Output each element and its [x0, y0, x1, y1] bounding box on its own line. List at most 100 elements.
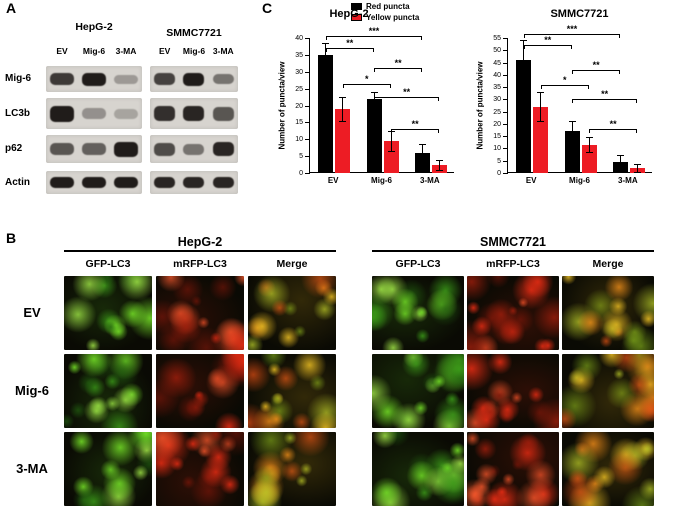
panel-a: A HepG-2 SMMC7721 EV Mig-6 3-MA EV Mig-6 3-MA…	[0, 0, 255, 228]
y-tick	[503, 87, 508, 89]
legend-label-red-puncta: Red puncta	[366, 2, 410, 11]
significance-label: *	[365, 73, 369, 84]
legend-item-red-puncta: Red puncta	[351, 2, 419, 11]
significance-bracket: ***	[325, 26, 423, 41]
y-tick	[503, 136, 508, 138]
blot-band	[114, 74, 138, 84]
y-tick	[503, 173, 508, 174]
column-header-hepg-2-gfp-lc3: GFP-LC3	[85, 258, 131, 270]
column-header-smmc7721-gfp-lc3: GFP-LC3	[395, 258, 441, 270]
lane-labels-hepg-2: EV Mig-6 3-MA	[46, 46, 142, 56]
micrograph-smmc7721-mig-6-gfp-lc3	[372, 354, 464, 428]
blot-p62-hepg-2	[46, 135, 142, 163]
y-tick-label: 0	[497, 170, 501, 177]
bar-red-puncta-mig-6	[564, 131, 580, 173]
micrograph-smmc7721-3-ma-gfp-lc3	[372, 432, 464, 506]
significance-label: **	[601, 89, 609, 100]
micrograph-hepg-2-3-ma-merge	[248, 432, 336, 506]
micrograph-smmc7721-ev-merge	[562, 276, 654, 350]
micrograph-smmc7721-3-ma-mrfp-lc3	[467, 432, 559, 506]
panel-b-label: B	[6, 230, 17, 246]
blot-band	[183, 106, 205, 121]
micrograph-hepg-2-3-ma-mrfp-lc3	[156, 432, 244, 506]
error-bar	[619, 154, 621, 170]
panel-a-group-header-smmc7721: SMMC7721	[166, 27, 222, 39]
protein-label-p62: p62	[5, 143, 23, 154]
x-axis-labels-smmc7721: EV Mig-6 3-MA	[507, 176, 652, 188]
significance-bracket: *	[540, 75, 589, 89]
y-tick-label: 55	[493, 35, 501, 42]
significance-label: ***	[566, 24, 578, 35]
error-cap	[568, 141, 576, 143]
significance-label: **	[411, 119, 419, 130]
legend-swatch-yellow-puncta	[351, 14, 362, 21]
legend-swatch-red-puncta	[351, 3, 362, 10]
blot-band	[154, 73, 176, 85]
error-cap	[418, 161, 426, 163]
lane-label-ev: EV	[158, 46, 171, 56]
blot-actin-hepg-2	[46, 171, 142, 194]
x-tick-label-ev: EV	[525, 176, 537, 185]
micrograph-hepg-2-ev-merge	[248, 276, 336, 350]
blot-band	[183, 72, 205, 86]
blot-band	[212, 74, 234, 84]
error-bar	[636, 164, 638, 172]
error-cap	[633, 164, 641, 166]
blot-band	[154, 106, 176, 121]
error-cap	[585, 137, 593, 139]
significance-bracket: **	[572, 60, 621, 74]
y-tick	[503, 74, 508, 76]
protein-label-actin: Actin	[5, 176, 30, 188]
bar-yellow-puncta-mig-6	[383, 140, 399, 173]
chart-smmc7721: SMMC7721 Number of puncta/view 0 5 10 15 20 2…	[467, 6, 667, 226]
micrograph-smmc7721-ev-mrfp-lc3	[467, 276, 559, 350]
x-tick-label-3-ma: 3-MA	[420, 176, 440, 185]
error-bar	[342, 97, 344, 121]
blot-band	[212, 177, 234, 188]
blot-band	[50, 177, 74, 188]
error-bar	[588, 137, 590, 153]
error-cap	[520, 79, 528, 81]
error-cap	[633, 171, 641, 173]
panel-c: C Red puncta Yellow puncta HepG-2 Number…	[255, 0, 699, 230]
error-bar	[325, 43, 327, 67]
panel-a-label: A	[6, 0, 17, 16]
lane-label-3-ma: 3-MA	[212, 46, 234, 56]
y-tick-label: 40	[493, 71, 501, 79]
y-tick-label: 25	[493, 108, 501, 116]
y-tick	[503, 123, 508, 125]
y-tick	[503, 99, 508, 101]
error-cap	[616, 154, 624, 156]
lane-labels-smmc7721: EV Mig-6 3-MA	[150, 46, 238, 56]
y-tick-label: 20	[295, 102, 303, 110]
significance-bracket: **	[374, 87, 440, 102]
significance-bracket: **	[325, 38, 374, 53]
y-tick	[305, 122, 310, 124]
blot-band	[183, 143, 205, 155]
chart-title-hepg2: HepG-2	[329, 8, 369, 20]
x-tick-label-mig-6: Mig-6	[569, 176, 590, 185]
row-label-ev: EV	[23, 305, 41, 320]
error-cap	[322, 43, 330, 45]
micrograph-hepg-2-mig-6-merge	[248, 354, 336, 428]
blot-band	[82, 143, 106, 155]
blot-band	[114, 177, 138, 188]
y-tick-label: 40	[295, 35, 303, 42]
significance-bracket: **	[589, 119, 638, 133]
error-bar	[540, 92, 542, 122]
blot-band	[183, 177, 205, 188]
significance-bracket: **	[391, 119, 440, 134]
x-tick-label-mig-6: Mig-6	[371, 176, 392, 185]
micrograph-hepg-2-ev-mrfp-lc3	[156, 276, 244, 350]
significance-label: ***	[368, 26, 380, 37]
error-cap	[435, 169, 443, 171]
y-tick-label: 15	[493, 133, 501, 141]
error-cap	[387, 151, 395, 153]
y-tick	[503, 160, 508, 162]
column-header-hepg-2-mrfp-lc3: mRFP-LC3	[173, 258, 227, 270]
error-cap	[370, 92, 378, 93]
y-tick	[305, 54, 310, 56]
y-tick-label: 30	[493, 96, 501, 104]
error-bar	[421, 144, 423, 162]
